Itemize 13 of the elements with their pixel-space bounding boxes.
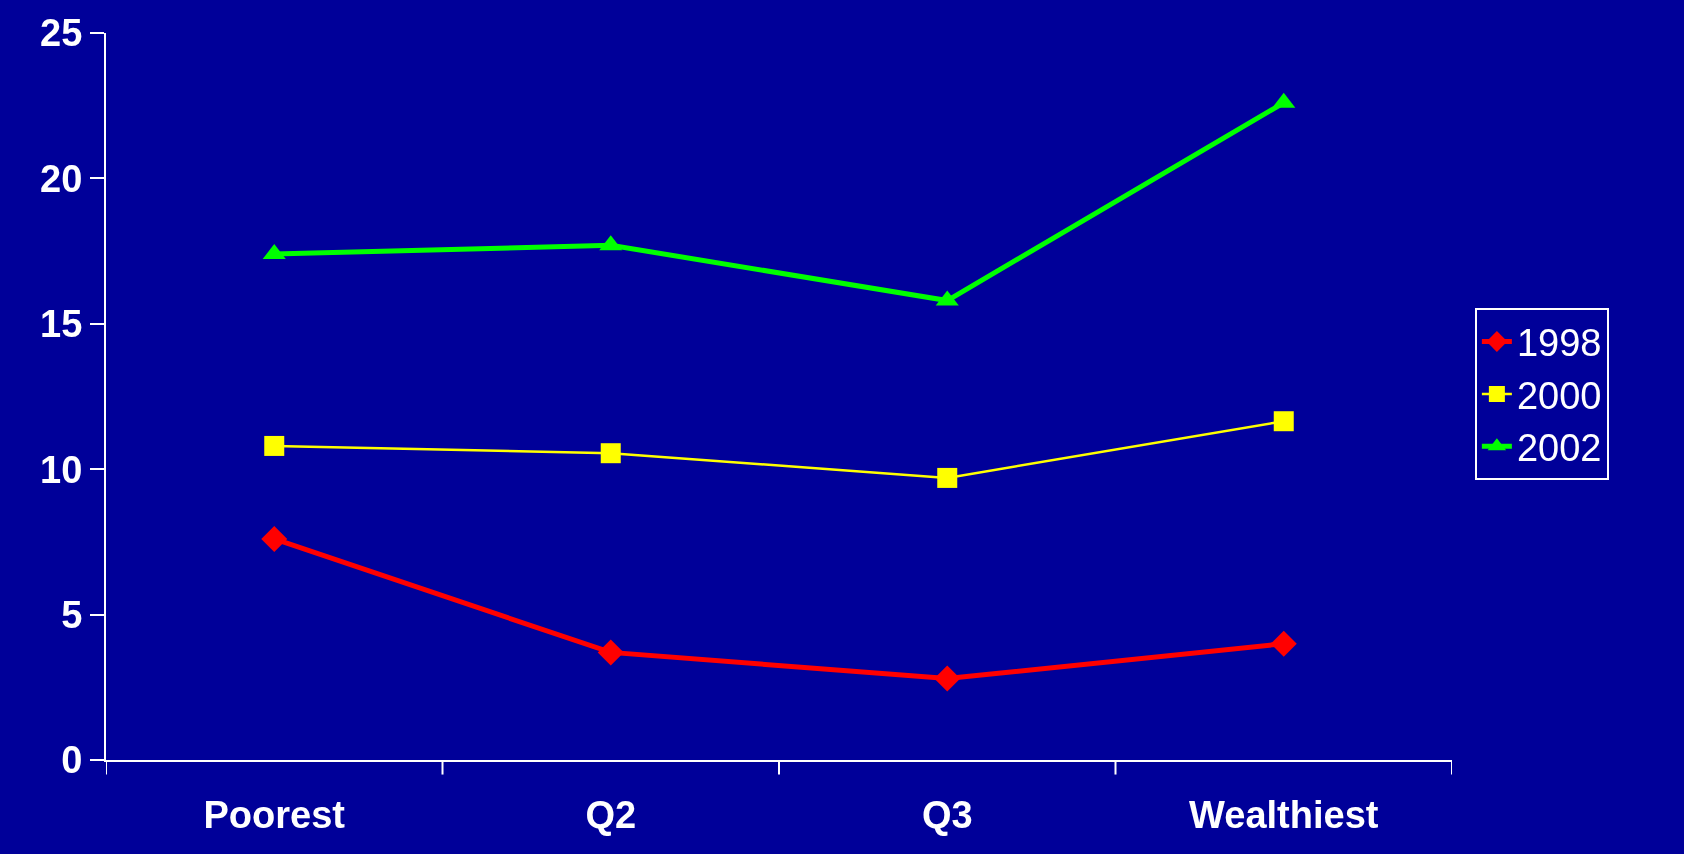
legend-label: 2002 xyxy=(1516,427,1602,470)
y-tick-label: 0 xyxy=(61,739,83,782)
y-tick-label: 25 xyxy=(40,12,83,55)
x-tick-label: Q2 xyxy=(585,793,637,836)
y-tick-label: 10 xyxy=(40,448,83,491)
x-tick-label: Q3 xyxy=(921,793,973,836)
y-tick-label: 20 xyxy=(40,157,83,200)
y-tick-label: 5 xyxy=(61,593,83,636)
legend-label: 2000 xyxy=(1516,374,1602,417)
x-tick-label: Poorest xyxy=(203,793,346,836)
x-tick-label: Wealthiest xyxy=(1189,793,1379,836)
y-tick-label: 15 xyxy=(40,303,83,346)
legend-label: 1998 xyxy=(1516,322,1602,365)
